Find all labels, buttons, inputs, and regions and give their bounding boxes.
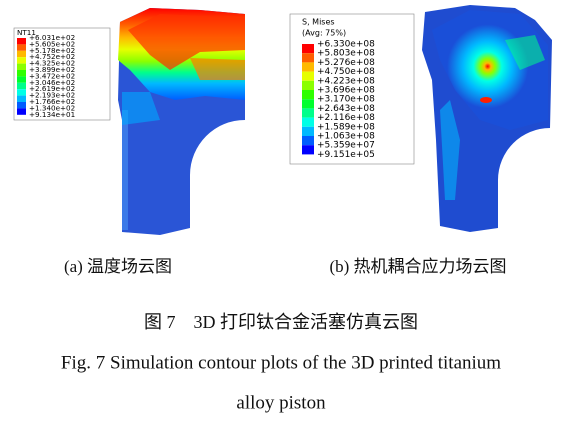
legend-swatch [17, 44, 26, 51]
legend-swatch [17, 70, 26, 77]
legend-swatch [302, 80, 314, 90]
figure-caption-en: alloy piston [236, 392, 326, 413]
legend-swatch [17, 76, 26, 83]
legend-swatch [17, 82, 26, 90]
legend-label: +4.750e+08 [317, 67, 375, 77]
legend-label: +4.752e+02 [29, 52, 75, 61]
legend-swatch [17, 38, 26, 45]
legend-swatch [302, 62, 314, 72]
legend-label: +5.359e+07 [317, 141, 375, 151]
legend-label: +5.803e+08 [317, 49, 375, 59]
legend-label: +2.193e+02 [29, 91, 75, 100]
legend-swatch [17, 89, 26, 96]
legend-label: +3.170e+08 [317, 95, 375, 105]
legend-swatch [302, 53, 314, 63]
legend-label: +1.063e+08 [317, 132, 375, 142]
legend-label: +2.643e+08 [317, 104, 375, 114]
legend-swatch [17, 95, 26, 102]
legend-label: +1.589e+08 [317, 122, 375, 132]
subfigure-caption: (b) 热机耦合应力场云图 [329, 257, 506, 276]
legend-label: +6.330e+08 [317, 40, 375, 50]
legend-title: NT11 [17, 28, 36, 37]
legend-swatch [17, 108, 26, 115]
figure-caption-en: Fig. 7 Simulation contour plots of the 3… [61, 352, 501, 373]
legend-swatch [17, 50, 26, 58]
legend-swatch [17, 63, 26, 70]
legend-swatch [302, 136, 314, 146]
legend-swatch [302, 99, 314, 109]
legend-title: S, Mises [302, 18, 335, 27]
legend-swatch [17, 102, 26, 109]
legend-box [13, 27, 111, 121]
legend-label: +2.619e+02 [29, 84, 75, 93]
legend-label: +6.031e+02 [29, 33, 75, 42]
legend-label: +3.046e+02 [29, 78, 75, 87]
legend-label: +3.899e+02 [29, 65, 75, 74]
legend-label: +5.178e+02 [29, 46, 75, 55]
figure-caption-cn: 图 7 3D 打印钛合金活塞仿真云图 [144, 312, 418, 332]
legend-swatch [302, 44, 314, 54]
legend-label: +4.223e+08 [317, 76, 375, 86]
legend-label: +9.134e+01 [29, 110, 75, 119]
legend-label: +2.116e+08 [317, 113, 375, 123]
legend-label: +5.605e+02 [29, 39, 75, 48]
legend-label: +3.696e+08 [317, 86, 375, 96]
legend-swatch [302, 126, 314, 136]
legend: +6.330e+08+5.803e+08+5.276e+08+4.750e+08… [302, 40, 375, 160]
legend-label: +9.151e+05 [317, 150, 375, 160]
subfigure-caption: (a) 温度场云图 [64, 257, 172, 276]
legend-label: +4.325e+02 [29, 59, 75, 68]
legend-swatch [302, 108, 314, 118]
stress-contour [422, 5, 552, 232]
legend-subtitle: (Avg: 75%) [302, 29, 346, 38]
temperature-contour [118, 8, 245, 235]
legend-swatch [17, 57, 26, 64]
legend-label: +1.340e+02 [29, 103, 75, 112]
legend: +6.031e+02+5.605e+02+5.178e+02+4.752e+02… [17, 33, 75, 119]
legend-label: +5.276e+08 [317, 58, 375, 68]
legend-swatch [302, 117, 314, 127]
legend-label: +1.766e+02 [29, 97, 75, 106]
legend-swatch [302, 71, 314, 81]
legend-swatch [302, 145, 314, 155]
legend-label: +3.472e+02 [29, 71, 75, 80]
legend-swatch [302, 90, 314, 100]
